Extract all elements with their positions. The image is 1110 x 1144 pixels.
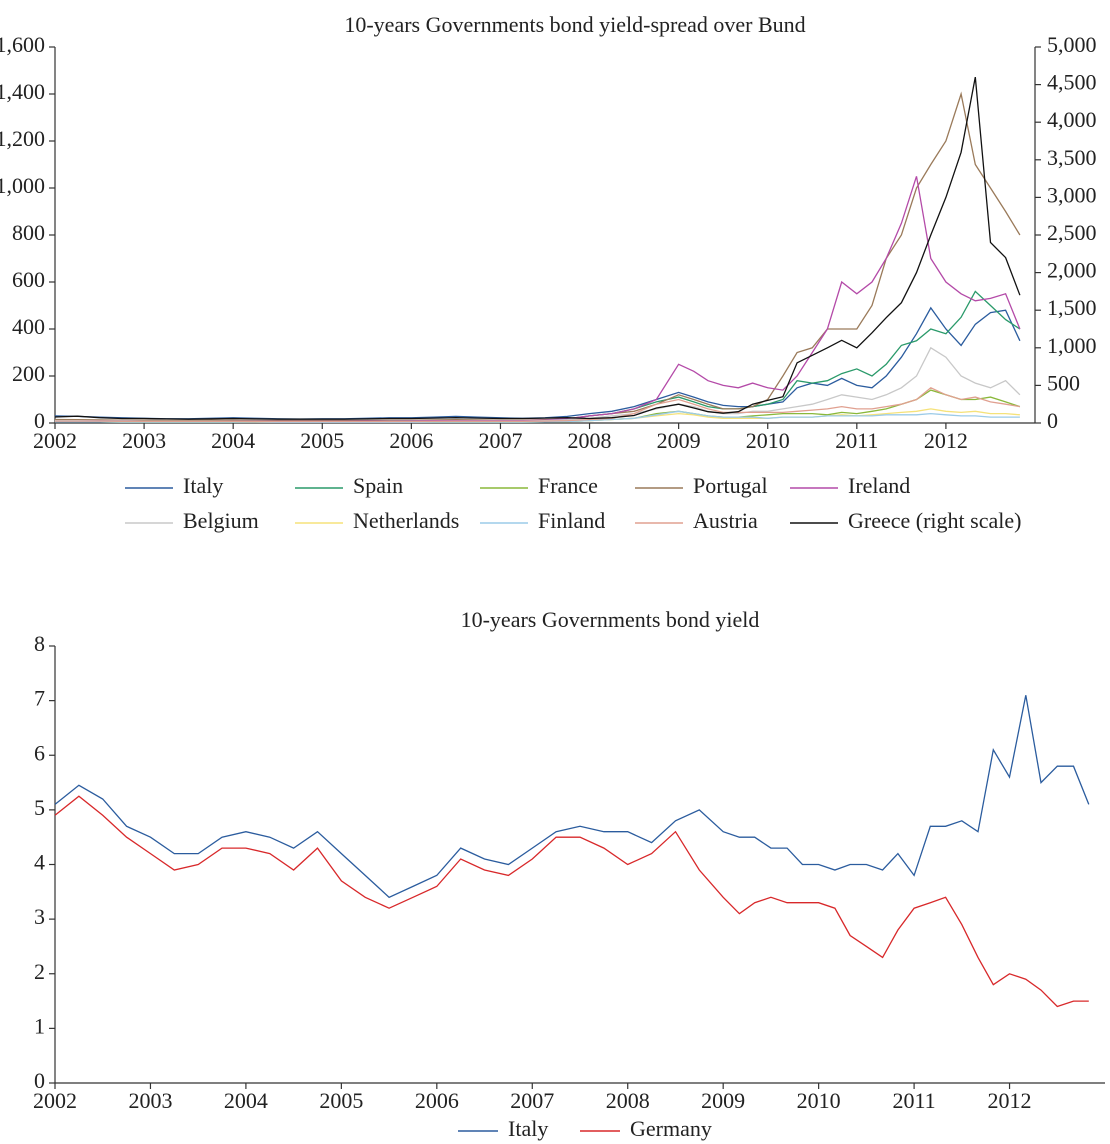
x-tick-label: 2007 [510,1088,554,1113]
series-line [54,76,1021,420]
x-tick-label: 2004 [211,428,255,453]
x-tick-label: 2008 [568,428,612,453]
x-tick-label: 2006 [415,1088,459,1113]
y2-tick-label: 4,000 [1047,107,1097,132]
y-tick-label: 600 [12,267,45,292]
y-tick-label: 200 [12,361,45,386]
y-tick-label: 1,600 [0,32,45,57]
legend-label: Belgium [183,508,259,533]
y-tick-label: 5 [34,795,45,820]
y-tick-label: 1,000 [0,173,45,198]
x-tick-label: 2003 [122,428,166,453]
series-line [54,306,1021,420]
legend-label: Portugal [693,473,768,498]
x-tick-label: 2007 [478,428,522,453]
legend-label: Ireland [848,473,910,498]
y-tick-label: 0 [34,1068,45,1093]
y-tick-label: 6 [34,740,45,765]
legend-label: Greece (right scale) [848,508,1021,533]
series-line [54,795,1089,1008]
y-tick-label: 8 [34,631,45,656]
y-tick-label: 2 [34,959,45,984]
legend-label: Germany [630,1116,712,1141]
series-line [54,290,1021,423]
series-line [55,387,1021,423]
y-tick-label: 4 [34,850,45,875]
y-tick-label: 3 [34,904,45,929]
y-tick-label: 1,400 [0,79,45,104]
y-tick-label: 1 [34,1013,45,1038]
y-tick-label: 400 [12,314,45,339]
series-line [54,91,1021,422]
legend-label: Italy [183,473,223,498]
y2-tick-label: 500 [1047,370,1080,395]
x-tick-label: 2011 [835,428,878,453]
legend-label: Austria [693,508,758,533]
x-tick-label: 2005 [300,428,344,453]
x-tick-label: 2002 [33,1088,77,1113]
y2-tick-label: 0 [1047,408,1058,433]
y-tick-label: 7 [34,686,45,711]
x-tick-label: 2008 [606,1088,650,1113]
x-tick-label: 2003 [128,1088,172,1113]
x-tick-label: 2005 [319,1088,363,1113]
x-tick-label: 2012 [988,1088,1032,1113]
legend-label: Finland [538,508,605,533]
x-tick-label: 2010 [797,1088,841,1113]
y2-tick-label: 2,500 [1047,220,1097,245]
legend-label: Italy [508,1116,548,1141]
y-tick-label: 1,200 [0,126,45,151]
x-tick-label: 2002 [33,428,77,453]
y2-tick-label: 3,000 [1047,182,1097,207]
x-tick-label: 2012 [924,428,968,453]
x-tick-label: 2006 [389,428,433,453]
y2-tick-label: 1,000 [1047,333,1097,358]
chart-title: 10-years Governments bond yield-spread o… [344,12,805,37]
x-tick-label: 2010 [746,428,790,453]
x-tick-label: 2011 [892,1088,935,1113]
legend-label: Netherlands [353,508,459,533]
y2-tick-label: 4,500 [1047,70,1097,95]
x-tick-label: 2009 [657,428,701,453]
chart-title: 10-years Governments bond yield [461,607,760,632]
y2-tick-label: 1,500 [1047,295,1097,320]
y-tick-label: 800 [12,220,45,245]
y-tick-label: 0 [34,408,45,433]
y2-tick-label: 2,000 [1047,258,1097,283]
y2-tick-label: 3,500 [1047,145,1097,170]
legend-label: France [538,473,598,498]
legend-label: Spain [353,473,403,498]
series-line [54,695,1090,899]
x-tick-label: 2004 [224,1088,268,1113]
y2-tick-label: 5,000 [1047,32,1097,57]
x-tick-label: 2009 [701,1088,745,1113]
